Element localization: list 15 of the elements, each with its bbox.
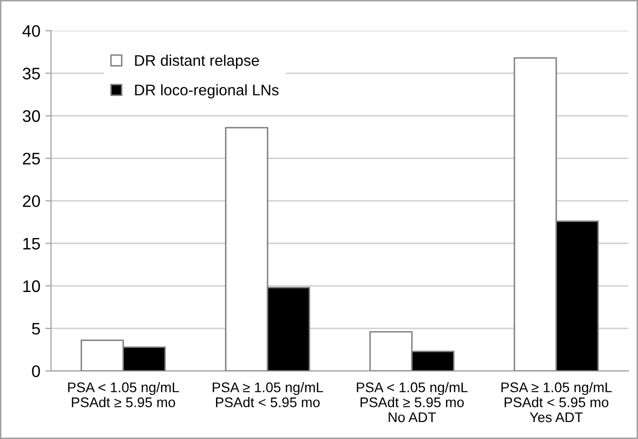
x-tick-label: PSA < 1.05 ng/mL PSAdt ≥ 5.95 mo No ADT xyxy=(356,382,468,422)
y-tick-label: 10 xyxy=(23,280,40,292)
y-tick-label: 35 xyxy=(22,68,40,80)
legend-label: DR distant relapse xyxy=(135,54,259,69)
y-tick-label: 40 xyxy=(22,25,40,37)
y-tick-label: 30 xyxy=(22,110,40,122)
y-tick-label: 5 xyxy=(32,323,40,335)
x-tick-label: PSA < 1.05 ng/mL PSAdt ≥ 5.95 mo xyxy=(68,382,179,408)
legend-label: DR loco-regional LNs xyxy=(135,84,279,98)
y-tick-label: 15 xyxy=(23,238,40,250)
y-tick-label: 20 xyxy=(22,195,40,208)
x-tick-label: PSA ≥ 1.05 ng/mL PSAdt < 5.95 mo Yes ADT xyxy=(501,382,612,422)
y-tick-label: 25 xyxy=(22,152,40,165)
x-tick-label: PSA ≥ 1.05 ng/mL PSAdt < 5.95 mo xyxy=(212,382,324,408)
y-tick-label: 0 xyxy=(32,365,40,378)
